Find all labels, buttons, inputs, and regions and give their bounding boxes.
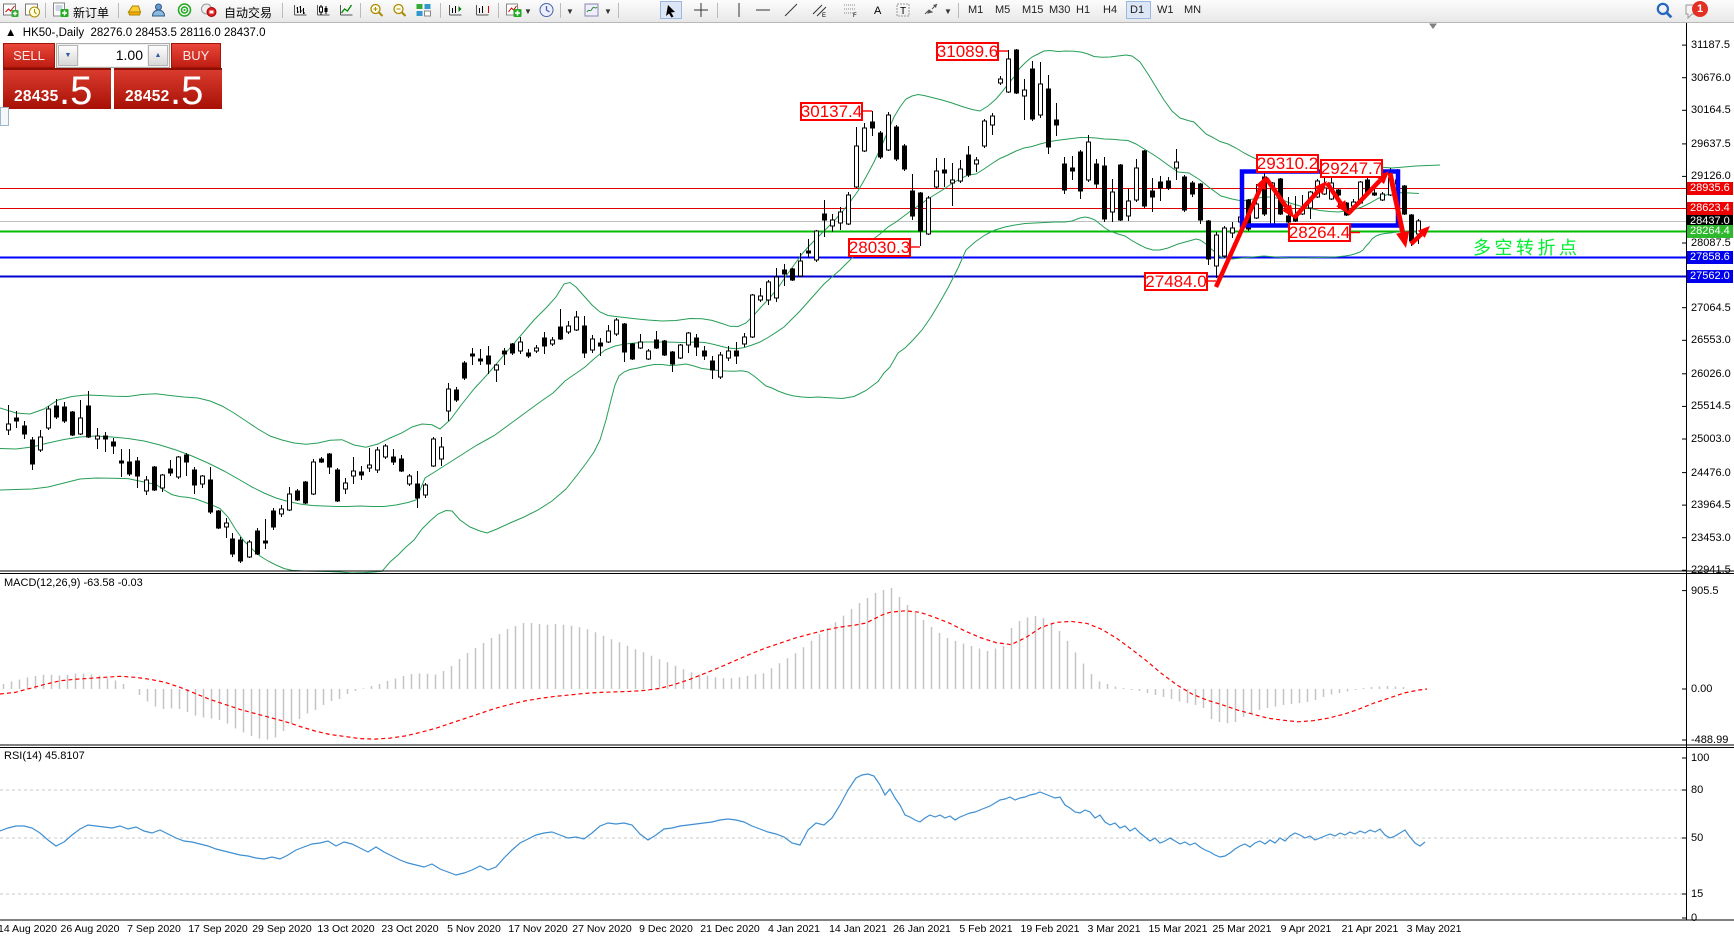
svg-text:E: E [822,13,826,18]
svg-text:F: F [853,13,857,18]
svg-text:T: T [900,6,906,17]
svg-text:A: A [874,5,882,17]
